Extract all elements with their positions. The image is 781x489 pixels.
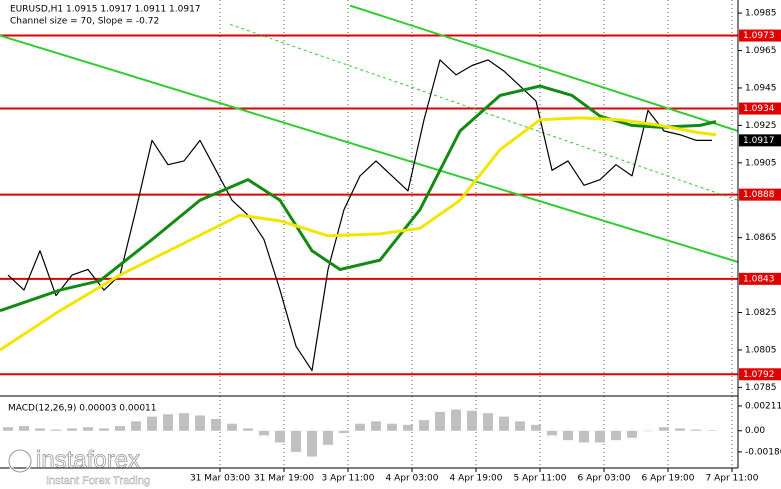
macd-bar [435, 411, 445, 431]
macd-bar [275, 430, 285, 443]
level-label: 1.0973 [743, 31, 775, 41]
y-tick-label: 1.0905 [745, 158, 777, 168]
macd-bar [595, 430, 605, 443]
macd-bar [131, 421, 141, 431]
macd-bar [291, 430, 301, 452]
x-tick-label: 5 Apr 11:00 [514, 474, 567, 484]
macd-bar [227, 423, 237, 431]
level-label: 1.0888 [743, 190, 775, 200]
macd-bar [323, 430, 333, 445]
macd-bar [467, 410, 477, 431]
macd-bar [67, 428, 77, 431]
level-label: 1.0843 [743, 274, 775, 284]
x-tick-label: 7 Apr 11:00 [706, 474, 759, 484]
y-tick-label: 1.0785 [745, 383, 777, 393]
logo-name: instaforex [36, 446, 140, 473]
price-line [0, 84, 717, 313]
y-tick-label: 1.0965 [745, 46, 777, 56]
macd-bar [531, 424, 541, 431]
macd-bar [611, 430, 621, 441]
macd-bar [355, 423, 365, 431]
y-tick-label: 1.0865 [745, 233, 777, 243]
macd-bar [19, 426, 29, 431]
price-line [7, 59, 712, 372]
current-price-box [739, 134, 781, 147]
chart-subtitle: Channel size = 70, Slope = -0.72 [10, 17, 159, 27]
macd-bar [211, 418, 221, 431]
logo: instaforex Instant Forex Trading [7, 446, 150, 487]
price-line [0, 116, 717, 352]
trendline [349, 4, 739, 132]
macd-y-tick-label: 0.00 [745, 426, 765, 436]
level-label-box [739, 102, 781, 115]
x-tick-label: 6 Apr 03:00 [578, 474, 631, 484]
chart-title: EURUSD,H1 1.0915 1.0917 1.0911 1.0917 [10, 5, 201, 15]
macd-bar [115, 426, 125, 431]
level-label-box [739, 272, 781, 285]
axes: 31 Mar 03:00 31 Mar 19:00 3 Apr 11:00 4 Apr… [190, 9, 781, 484]
macd-bar [51, 429, 61, 431]
macd-bar [99, 428, 109, 431]
x-tick-label: 4 Apr 19:00 [450, 474, 503, 484]
macd-bar [451, 409, 461, 431]
x-tick-label: 31 Mar 19:00 [254, 474, 314, 484]
macd-bar [547, 430, 557, 436]
macd-y-tick-label: -0.00180 [745, 447, 781, 457]
macd-bar [195, 415, 205, 431]
y-tick-label: 1.0925 [745, 121, 777, 131]
level-label-box [739, 29, 781, 42]
logo-tagline: Instant Forex Trading [46, 475, 150, 487]
macd-bar [691, 429, 701, 431]
macd-bar [483, 413, 493, 431]
macd-bar [259, 430, 269, 436]
macd-bar [243, 428, 253, 431]
macd-bar [83, 427, 93, 431]
macd-title: MACD(12,26,9) 0.00003 0.00011 [8, 404, 157, 414]
level-label: 1.0792 [743, 370, 775, 380]
level-label-box [739, 188, 781, 201]
macd-bar [643, 430, 653, 432]
trendline [0, 34, 739, 263]
macd-bar [499, 416, 509, 431]
macd-bar [419, 420, 429, 431]
macd-bar [387, 423, 397, 431]
level-label: 1.0934 [743, 104, 775, 114]
macd-bar [675, 428, 685, 431]
macd-bar [307, 430, 317, 457]
macd-bar [3, 427, 13, 431]
level-label-box [739, 368, 781, 381]
x-tick-label: 4 Apr 03:00 [386, 474, 439, 484]
macd-bar [179, 413, 189, 431]
macd-bar [339, 430, 349, 434]
x-tick-label: 31 Mar 03:00 [190, 474, 250, 484]
macd-bar [371, 421, 381, 431]
logo-icon-outline [8, 449, 32, 473]
current-price-label: 1.0917 [743, 136, 775, 146]
macd-bar [627, 430, 637, 438]
macd-bar [35, 428, 45, 431]
y-tick-label: 1.0945 [745, 83, 777, 93]
macd-y-tick-label: 0.00211 [745, 401, 781, 411]
macd-bar [659, 427, 669, 431]
y-tick-label: 1.0805 [745, 345, 777, 355]
x-tick-label: 6 Apr 19:00 [642, 474, 695, 484]
y-tick-label: 1.0985 [745, 9, 777, 19]
macd-bar [403, 424, 413, 431]
macd-bar [147, 416, 157, 431]
macd-bar [579, 430, 589, 443]
macd-bar [515, 421, 525, 431]
y-tick-label: 1.0825 [745, 308, 777, 318]
macd-bar [707, 430, 717, 431]
plot-area [0, 4, 739, 457]
macd-bar [163, 414, 173, 431]
x-tick-label: 3 Apr 11:00 [322, 474, 375, 484]
macd-bar [563, 430, 573, 441]
